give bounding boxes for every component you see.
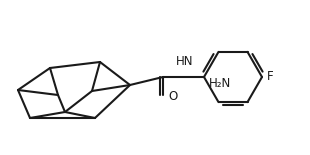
Text: O: O [168, 89, 177, 102]
Text: H₂N: H₂N [209, 77, 232, 90]
Text: F: F [267, 71, 274, 84]
Text: HN: HN [176, 55, 193, 68]
